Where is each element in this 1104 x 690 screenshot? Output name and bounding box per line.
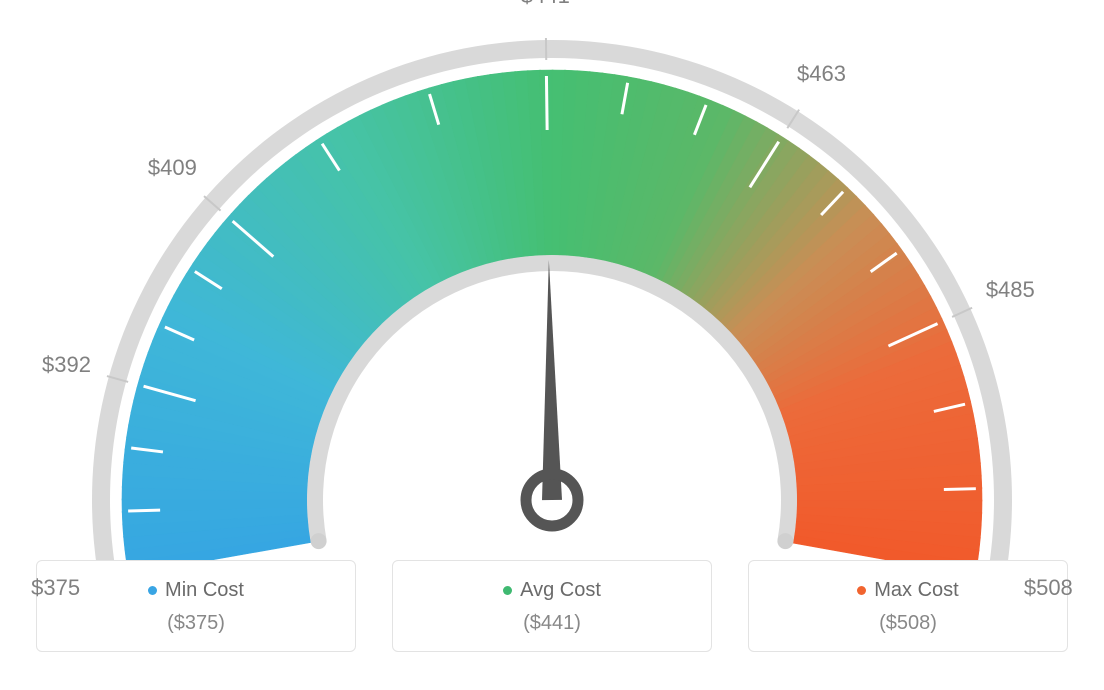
legend-dot-avg	[503, 586, 512, 595]
gauge-tick-label: $508	[1024, 575, 1073, 601]
legend-value-min: ($375)	[47, 612, 345, 635]
legend-dot-max	[857, 586, 866, 595]
legend-card-avg: Avg Cost ($441)	[392, 560, 712, 652]
gauge-tick-label: $409	[148, 155, 197, 181]
legend-label-min: Min Cost	[165, 579, 244, 602]
cost-gauge: $375$392$409$441$463$485$508	[0, 0, 1104, 560]
legend-title-max: Max Cost	[857, 579, 958, 602]
legend-title-min: Min Cost	[148, 579, 244, 602]
gauge-tick-label: $375	[31, 575, 80, 601]
gauge-canvas	[0, 0, 1104, 560]
legend-dot-min	[148, 586, 157, 595]
legend-row: Min Cost ($375) Avg Cost ($441) Max Cost…	[0, 560, 1104, 672]
legend-card-max: Max Cost ($508)	[748, 560, 1068, 652]
gauge-tick-label: $392	[42, 352, 91, 378]
gauge-tick-label: $485	[986, 277, 1035, 303]
legend-value-avg: ($441)	[403, 612, 701, 635]
legend-value-max: ($508)	[759, 612, 1057, 635]
legend-label-avg: Avg Cost	[520, 579, 601, 602]
gauge-tick-label: $463	[797, 61, 846, 87]
legend-title-avg: Avg Cost	[503, 579, 601, 602]
legend-label-max: Max Cost	[874, 579, 958, 602]
gauge-tick-label: $441	[521, 0, 570, 9]
legend-card-min: Min Cost ($375)	[36, 560, 356, 652]
